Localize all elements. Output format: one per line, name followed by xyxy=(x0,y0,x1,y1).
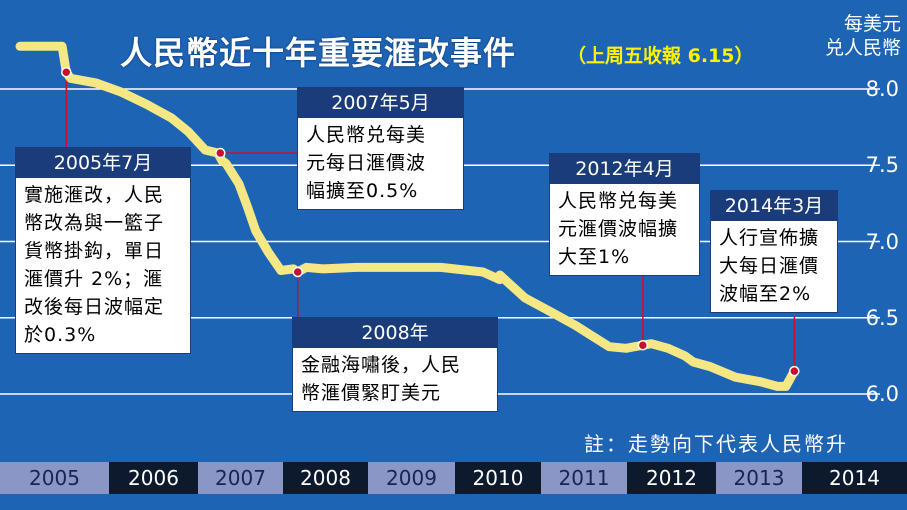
callout-2005-body: 實施滙改，人民 幣改為與一籃子 貨幣掛鈎，單日 滙價升 2%；滙 改後每日波幅定… xyxy=(16,178,190,353)
callout-2008-body: 金融海嘯後，人民 幣滙價緊盯美元 xyxy=(293,348,497,411)
y-tick-label: 8.0 xyxy=(865,77,899,101)
callout-line: 人行宣佈擴 xyxy=(719,227,820,249)
callout-2012: 2012年4月 人民幣兑每美 元滙價波幅擴 大至1% xyxy=(549,153,700,276)
callout-2008-header: 2008年 xyxy=(293,318,497,348)
series-line xyxy=(15,41,799,391)
callout-2005: 2005年7月 實施滙改，人民 幣改為與一籃子 貨幣掛鈎，單日 滙價升 2%；滙… xyxy=(15,147,191,354)
event-dot xyxy=(789,365,800,377)
x-tick-label: 2008 xyxy=(283,462,368,494)
callout-line: 幣滙價緊盯美元 xyxy=(301,382,442,404)
y-tick-label: 7.0 xyxy=(865,230,899,254)
callout-line: 大每日滙價 xyxy=(719,255,820,277)
callout-2014-header: 2014年3月 xyxy=(711,191,837,221)
x-axis-year-bar: 2005 2006 2007 2008 2009 2010 2011 2012 … xyxy=(0,462,907,494)
y-tick-label: 6.5 xyxy=(865,306,899,330)
x-tick-label: 2011 xyxy=(541,462,627,494)
subtitle: （上周五收報 6.15） xyxy=(567,45,754,67)
callout-2012-header: 2012年4月 xyxy=(550,154,699,184)
callout-2014: 2014年3月 人行宣佈擴 大每日滙價 波幅至2% xyxy=(710,190,838,313)
x-tick-label: 2007 xyxy=(198,462,283,494)
callout-line: 人民幣兑每美 xyxy=(306,124,427,146)
callout-line: 波幅至2% xyxy=(719,283,812,305)
x-tick-label: 2006 xyxy=(109,462,198,494)
event-dots xyxy=(61,66,800,377)
x-tick-label: 2010 xyxy=(455,462,541,494)
callout-line: 貨幣掛鈎，單日 xyxy=(24,240,165,262)
y-tick-label: 6.0 xyxy=(865,382,899,406)
x-tick-label: 2013 xyxy=(716,462,802,494)
callout-2007-header: 2007年5月 xyxy=(298,88,463,118)
x-tick-label: 2009 xyxy=(368,462,455,494)
callout-2007: 2007年5月 人民幣兑每美 元每日滙價波 幅擴至0.5% xyxy=(297,87,464,210)
callout-line: 元滙價波幅擴 xyxy=(558,218,679,240)
unit-label: 每美元 兑人民幣 xyxy=(791,12,901,60)
event-markers xyxy=(65,72,796,372)
unit-label-line1: 每美元 xyxy=(843,13,901,35)
event-dot xyxy=(292,266,303,278)
callout-2007-body: 人民幣兑每美 元每日滙價波 幅擴至0.5% xyxy=(298,118,463,209)
page-title: 人民幣近十年重要滙改事件 xyxy=(120,34,517,72)
callout-2012-body: 人民幣兑每美 元滙價波幅擴 大至1% xyxy=(550,184,699,275)
y-tick-label: 7.5 xyxy=(865,153,899,177)
callout-line: 大至1% xyxy=(558,246,631,268)
callout-line: 實施滙改，人民 xyxy=(24,184,165,206)
callout-2005-header: 2005年7月 xyxy=(16,148,190,178)
callout-line: 金融海嘯後，人民 xyxy=(301,354,462,376)
footnote: 註：走勢向下代表人民幣升 xyxy=(584,432,848,456)
callout-line: 元每日滙價波 xyxy=(306,152,427,174)
unit-label-line2: 兑人民幣 xyxy=(824,37,901,59)
x-tick-label: 2012 xyxy=(627,462,716,494)
callout-line: 幅擴至0.5% xyxy=(306,180,419,202)
event-dot xyxy=(637,339,649,351)
callout-line: 人民幣兑每美 xyxy=(558,190,679,212)
x-tick-label: 2005 xyxy=(0,462,109,494)
callout-line: 幣改為與一籃子 xyxy=(24,212,165,234)
callout-line: 於0.3% xyxy=(24,324,97,346)
x-tick-label: 2014 xyxy=(802,462,907,494)
callout-line: 改後每日波幅定 xyxy=(24,296,165,318)
callout-2014-body: 人行宣佈擴 大每日滙價 波幅至2% xyxy=(711,221,837,312)
event-dot xyxy=(61,66,72,78)
callout-2008: 2008年 金融海嘯後，人民 幣滙價緊盯美元 xyxy=(292,317,498,412)
event-dot xyxy=(215,147,226,159)
callout-line: 滙價升 2%；滙 xyxy=(24,268,164,290)
